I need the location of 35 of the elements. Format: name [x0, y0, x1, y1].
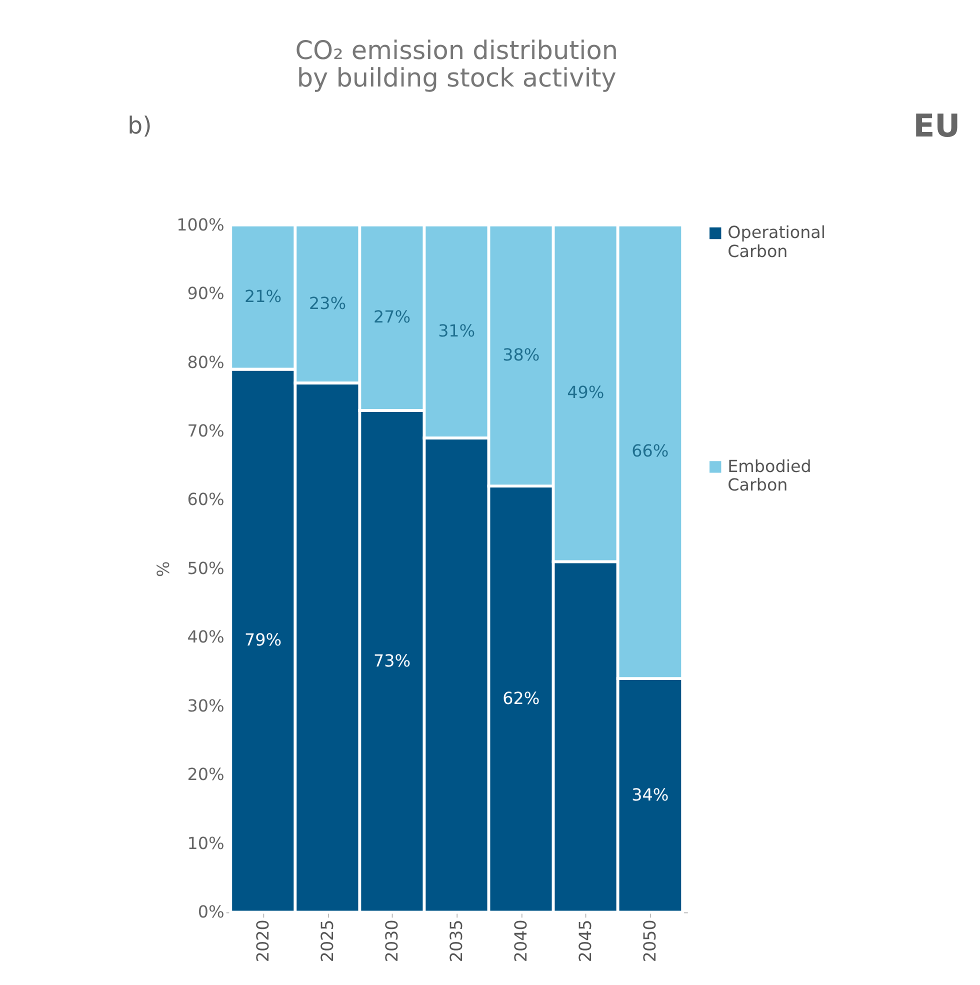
data-label: 31% [438, 321, 476, 340]
y-axis-title: % [154, 561, 173, 577]
text: EU [913, 108, 960, 144]
y-tick-label: 100% [176, 215, 224, 234]
y-tick-label: 60% [187, 490, 224, 510]
data-label: 62% [502, 689, 540, 708]
x-tick-label: 2020 [253, 920, 272, 962]
data-label: 66% [632, 442, 669, 461]
x-tick-label: 2025 [318, 920, 337, 962]
y-tick-label: 10% [187, 834, 224, 853]
y-tick-label: 80% [187, 352, 224, 372]
y-tick-label: 40% [187, 628, 224, 647]
data-label: 73% [374, 651, 411, 670]
data-label: 21% [244, 286, 282, 306]
x-tick-label: 2030 [382, 920, 402, 962]
chart-title: CO₂ emission distribution by building stock activity [295, 36, 618, 94]
text: b) [128, 112, 152, 140]
y-tick-label: 0% [198, 902, 224, 922]
data-label: 49% [567, 383, 604, 402]
x-tick-label: 2035 [447, 920, 466, 962]
data-label: 27% [374, 308, 411, 327]
y-tick-label: 20% [187, 765, 224, 784]
data-label: 38% [502, 345, 540, 364]
x-tick-label: 2045 [576, 920, 596, 962]
y-tick-label: 30% [187, 696, 224, 716]
x-tick-label: 2050 [640, 920, 660, 962]
y-tick-label: 50% [187, 558, 224, 578]
data-label: 34% [632, 785, 669, 804]
y-tick-label: 90% [187, 284, 224, 304]
legend-label: Embodied Carbon [728, 456, 812, 494]
data-label: 79% [244, 630, 282, 650]
y-tick-label: 70% [187, 421, 224, 440]
data-label: 23% [309, 294, 346, 313]
legend-label: Operational Carbon [728, 223, 826, 261]
x-tick-label: 2040 [512, 920, 531, 962]
